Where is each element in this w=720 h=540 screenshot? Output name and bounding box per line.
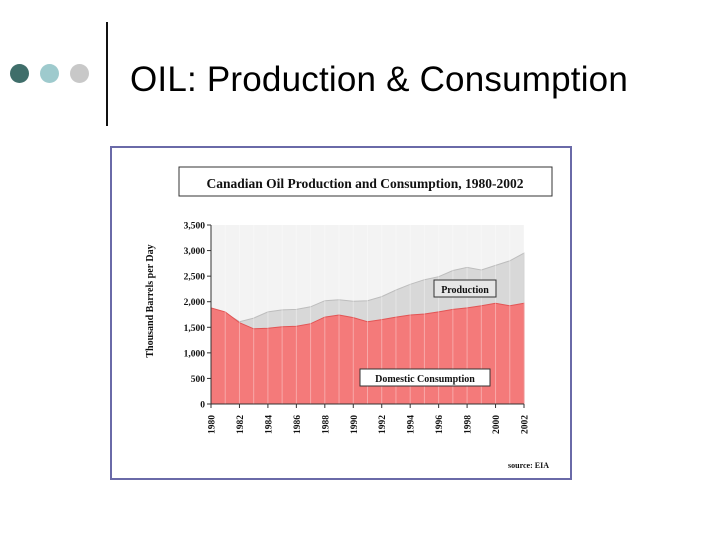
production-label-box: Production — [433, 279, 497, 298]
x-tick-label: 1982 — [236, 415, 246, 434]
y-axis-label: Thousand Barrels per Day — [145, 244, 156, 357]
series-label-consumption: Domestic Consumption — [375, 374, 475, 385]
consumption-label-box: Domestic Consumption — [359, 368, 491, 387]
x-tick-label: 1988 — [321, 415, 331, 434]
y-tick-label: 1,000 — [184, 349, 206, 359]
chart-title-box: Canadian Oil Production and Consumption,… — [178, 166, 553, 197]
y-tick-label: 3,500 — [184, 222, 206, 232]
x-tick-label: 2002 — [521, 415, 531, 434]
y-tick-label: 3,000 — [184, 247, 206, 257]
chart-figure: Canadian Oil Production and Consumption,… — [110, 146, 572, 480]
y-tick-label: 500 — [191, 375, 206, 385]
x-tick-label: 1998 — [464, 415, 474, 434]
x-tick-label: 1994 — [407, 415, 417, 434]
axes: 0 500 1,000 1,500 2,000 2,500 3,000 3,500 1980 19… — [184, 222, 531, 435]
title-divider — [106, 22, 108, 126]
source-note: source: EIA — [508, 461, 549, 470]
slide-title: OIL: Production & Consumption — [130, 60, 629, 99]
x-tick-label: 1986 — [293, 415, 303, 434]
x-tick-label: 1984 — [264, 415, 274, 434]
y-tick-label: 2,000 — [184, 298, 206, 308]
chart-svg: Canadian Oil Production and Consumption,… — [145, 166, 553, 470]
bullet-dot-gray — [70, 64, 89, 83]
x-tick-label: 1980 — [208, 415, 218, 434]
bullet-dots — [10, 64, 98, 86]
x-tick-label: 1996 — [435, 415, 445, 434]
y-tick-label: 1,500 — [184, 324, 206, 334]
x-tick-label: 2000 — [492, 415, 502, 434]
x-tick-label: 1990 — [350, 415, 360, 434]
x-tick-label: 1992 — [378, 415, 388, 434]
series-label-production: Production — [441, 285, 489, 296]
y-tick-label: 2,500 — [184, 273, 206, 283]
chart-title: Canadian Oil Production and Consumption,… — [206, 176, 523, 191]
bullet-dot-teal — [40, 64, 59, 83]
y-tick-label: 0 — [200, 401, 205, 411]
bullet-dot-dark — [10, 64, 29, 83]
